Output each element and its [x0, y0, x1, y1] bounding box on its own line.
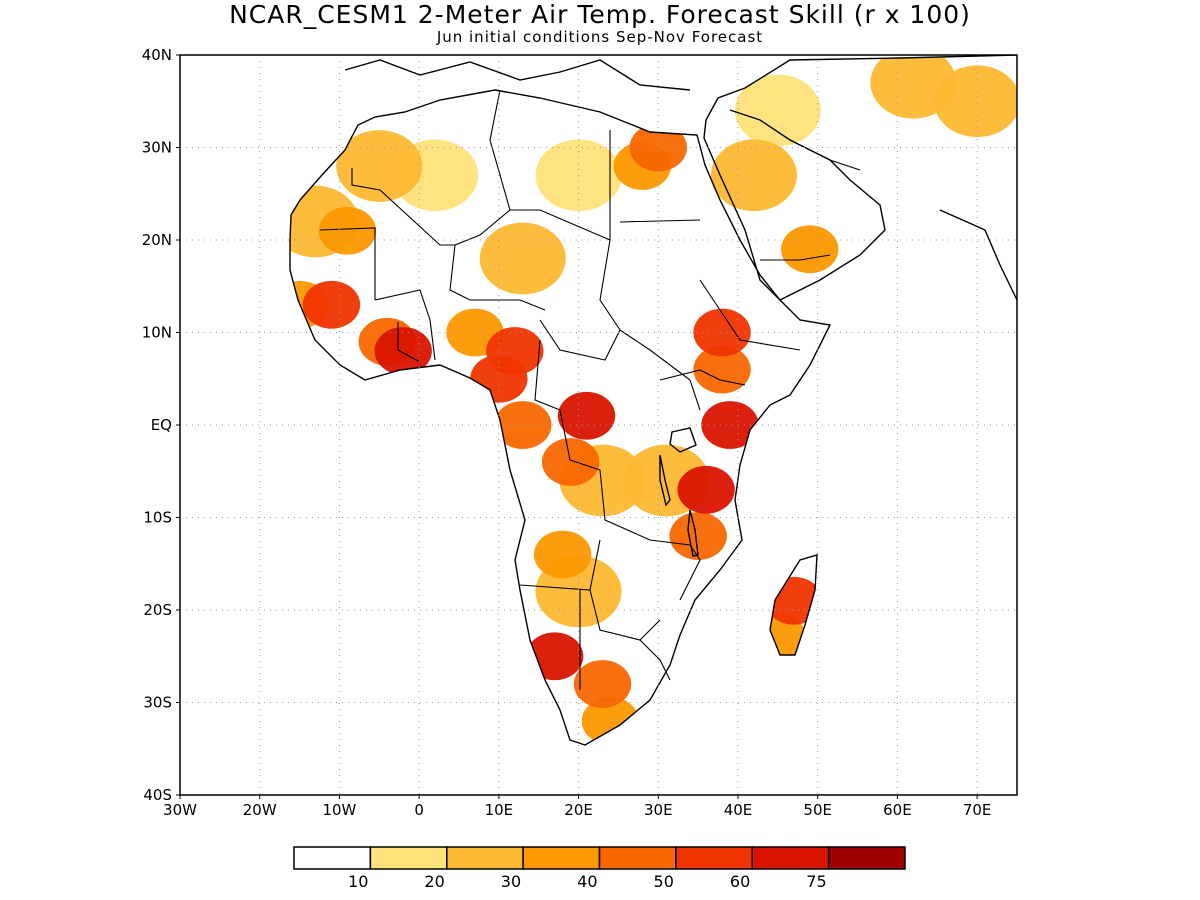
skill-patch — [374, 327, 432, 375]
lake-malawi — [687, 509, 699, 557]
madagascar-coastline — [769, 554, 818, 656]
colorbar-label: 75 — [806, 872, 826, 891]
lon-label: 70E — [963, 801, 992, 819]
longitude-labels: 30W 20W 10W 0 10E 20E 30E 40E 50E 60E 70E — [163, 795, 991, 819]
skill-patch — [318, 206, 377, 255]
skill-patch — [734, 74, 821, 147]
colorbar-label: 60 — [730, 872, 750, 891]
skill-patch — [629, 123, 687, 172]
skill-patch — [710, 139, 797, 212]
skill-patch — [669, 512, 727, 560]
lat-label: 30N — [142, 139, 172, 157]
skill-patch — [934, 65, 1017, 138]
lon-label: 10E — [485, 801, 514, 819]
colorbar-label: 20 — [424, 872, 444, 891]
skill-patch — [533, 530, 592, 579]
lat-label: EQ — [151, 416, 172, 434]
colorbar-swatch — [598, 846, 677, 870]
map-title: NCAR_CESM1 2-Meter Air Temp. Forecast Sk… — [229, 0, 971, 29]
skill-patch — [541, 438, 600, 486]
lon-label: 40E — [724, 801, 753, 819]
skill-patch — [336, 130, 423, 202]
lon-label: 10W — [322, 801, 356, 819]
colorbar-swatch — [751, 846, 830, 870]
skill-patch — [573, 660, 632, 708]
lat-label: 20N — [142, 231, 172, 249]
lon-label: 20E — [564, 801, 593, 819]
country-borders — [319, 89, 861, 690]
colorbar-swatch — [827, 846, 906, 870]
lon-label: 30W — [163, 801, 197, 819]
colorbar: 10 20 30 40 50 60 75 — [293, 846, 906, 891]
lat-label: 40N — [142, 46, 172, 64]
colorbar-swatch — [675, 846, 753, 870]
colorbar-swatch — [522, 846, 601, 870]
colorbar-swatch — [446, 846, 524, 870]
coastlines — [289, 55, 1017, 746]
skill-patch — [701, 401, 759, 449]
colorbar-label: 50 — [654, 872, 674, 891]
colorbar-swatch — [293, 846, 372, 870]
europe-coastline — [344, 59, 691, 91]
lat-label: 10N — [142, 324, 172, 342]
lat-label: 20S — [143, 601, 172, 619]
lat-label: 40S — [143, 786, 172, 804]
lat-label: 30S — [143, 694, 172, 712]
lake-victoria — [669, 427, 697, 453]
africa-coastline — [289, 89, 832, 746]
skill-patch — [693, 345, 751, 394]
lon-label: 20W — [243, 801, 277, 819]
skill-patch — [302, 280, 361, 329]
skill-patch — [693, 308, 751, 357]
latitude-labels: 40N 30N 20N 10N EQ 10S 20S 30S 40S — [142, 46, 180, 804]
skill-patch — [479, 222, 566, 295]
lon-label: 50E — [803, 801, 832, 819]
border-lines — [319, 89, 861, 690]
lake-tanganyika — [659, 454, 671, 507]
colorbar-swatch — [369, 846, 448, 870]
lon-label: 30E — [644, 801, 673, 819]
colorbar-label: 40 — [577, 872, 597, 891]
lon-label: 0 — [414, 801, 424, 819]
skill-patch — [557, 391, 616, 440]
skill-patch — [677, 465, 735, 514]
map-subtitle: Jun initial conditions Sep-Nov Forecast — [436, 28, 764, 46]
india-coastline — [939, 209, 1017, 301]
colorbar-label: 10 — [348, 872, 368, 891]
lat-label: 10S — [143, 509, 172, 527]
lon-label: 60E — [883, 801, 912, 819]
skill-patch — [781, 225, 839, 274]
colorbar-label: 30 — [501, 872, 521, 891]
